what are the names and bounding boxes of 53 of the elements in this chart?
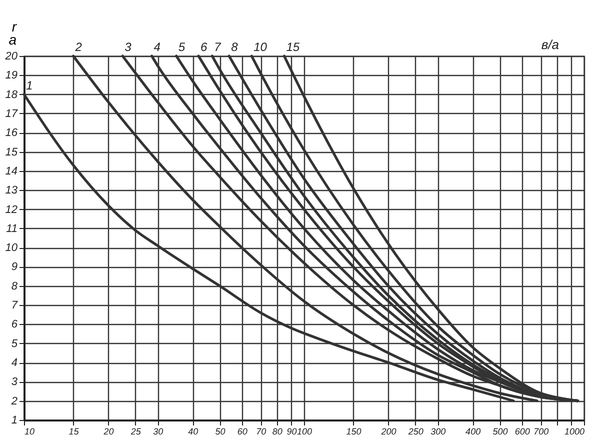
x-tick-label: 400	[466, 426, 481, 436]
x-tick-label: 80	[272, 426, 282, 436]
y-tick-label: 11	[6, 222, 18, 235]
y-tick-label: 2	[10, 395, 18, 408]
y-tick-label: 18	[5, 88, 18, 101]
y-tick-label: 13	[5, 184, 18, 197]
series-label: 8	[231, 40, 238, 54]
x-tick-label: 700	[534, 426, 549, 436]
x-tick-label: 50	[215, 426, 226, 436]
y-tick-label: 8	[11, 280, 18, 292]
text: в/а	[541, 37, 559, 52]
x-tick-label: 250	[407, 426, 424, 436]
x-tick-label: 1000	[564, 426, 584, 436]
series-label: 10	[254, 40, 268, 54]
y-tick-label: 9	[11, 261, 18, 274]
x-tick-label: 200	[380, 426, 396, 436]
x-tick-label: 30	[153, 426, 164, 436]
series-label: 7	[214, 40, 222, 54]
y-tick-label: 20	[4, 50, 18, 62]
series-label: 3	[124, 40, 132, 54]
y-tick-label: 14	[5, 165, 18, 178]
x-tick-label: 70	[256, 426, 266, 436]
x-tick-label: 10	[24, 426, 35, 436]
x-tick-label: 150	[346, 426, 362, 436]
x-tick-label: 40	[188, 426, 198, 436]
y-tick-label: 4	[11, 357, 18, 370]
y-tick-label: 7	[11, 300, 18, 312]
y-tick-label: 12	[5, 204, 18, 216]
x-tick-label: 300	[430, 426, 446, 436]
x-tick-label: 20	[102, 426, 114, 436]
series-label: 4	[154, 40, 161, 54]
y-tick-label: 6	[11, 318, 18, 331]
y-tick-label: 1	[11, 414, 18, 426]
x-tick-label: 25	[130, 426, 142, 436]
y-tick-label: 19	[5, 70, 18, 82]
y-tick-label: 3	[11, 376, 18, 388]
series-label: 2	[74, 40, 82, 54]
y-axis-title: r a	[8, 18, 18, 48]
y-tick-label: 17	[5, 108, 18, 120]
y-tick-label: 5	[11, 338, 18, 350]
x-tick-label: 500	[492, 426, 508, 436]
series-label: 5	[178, 40, 186, 54]
x-tick-label: 100	[296, 426, 312, 436]
x-tick-label: 600	[514, 426, 530, 436]
y-tick-label: 10	[5, 242, 18, 254]
x-tick-label: 15	[68, 426, 80, 436]
x-tick-label: 90	[286, 426, 297, 436]
y-tick-label: 15	[5, 146, 18, 158]
series-label: 15	[286, 40, 300, 54]
series-label: 6	[200, 40, 208, 54]
series-label: 1	[26, 78, 33, 92]
y-tick-label: 16	[5, 127, 18, 140]
x-tick-label: 60	[237, 426, 248, 436]
